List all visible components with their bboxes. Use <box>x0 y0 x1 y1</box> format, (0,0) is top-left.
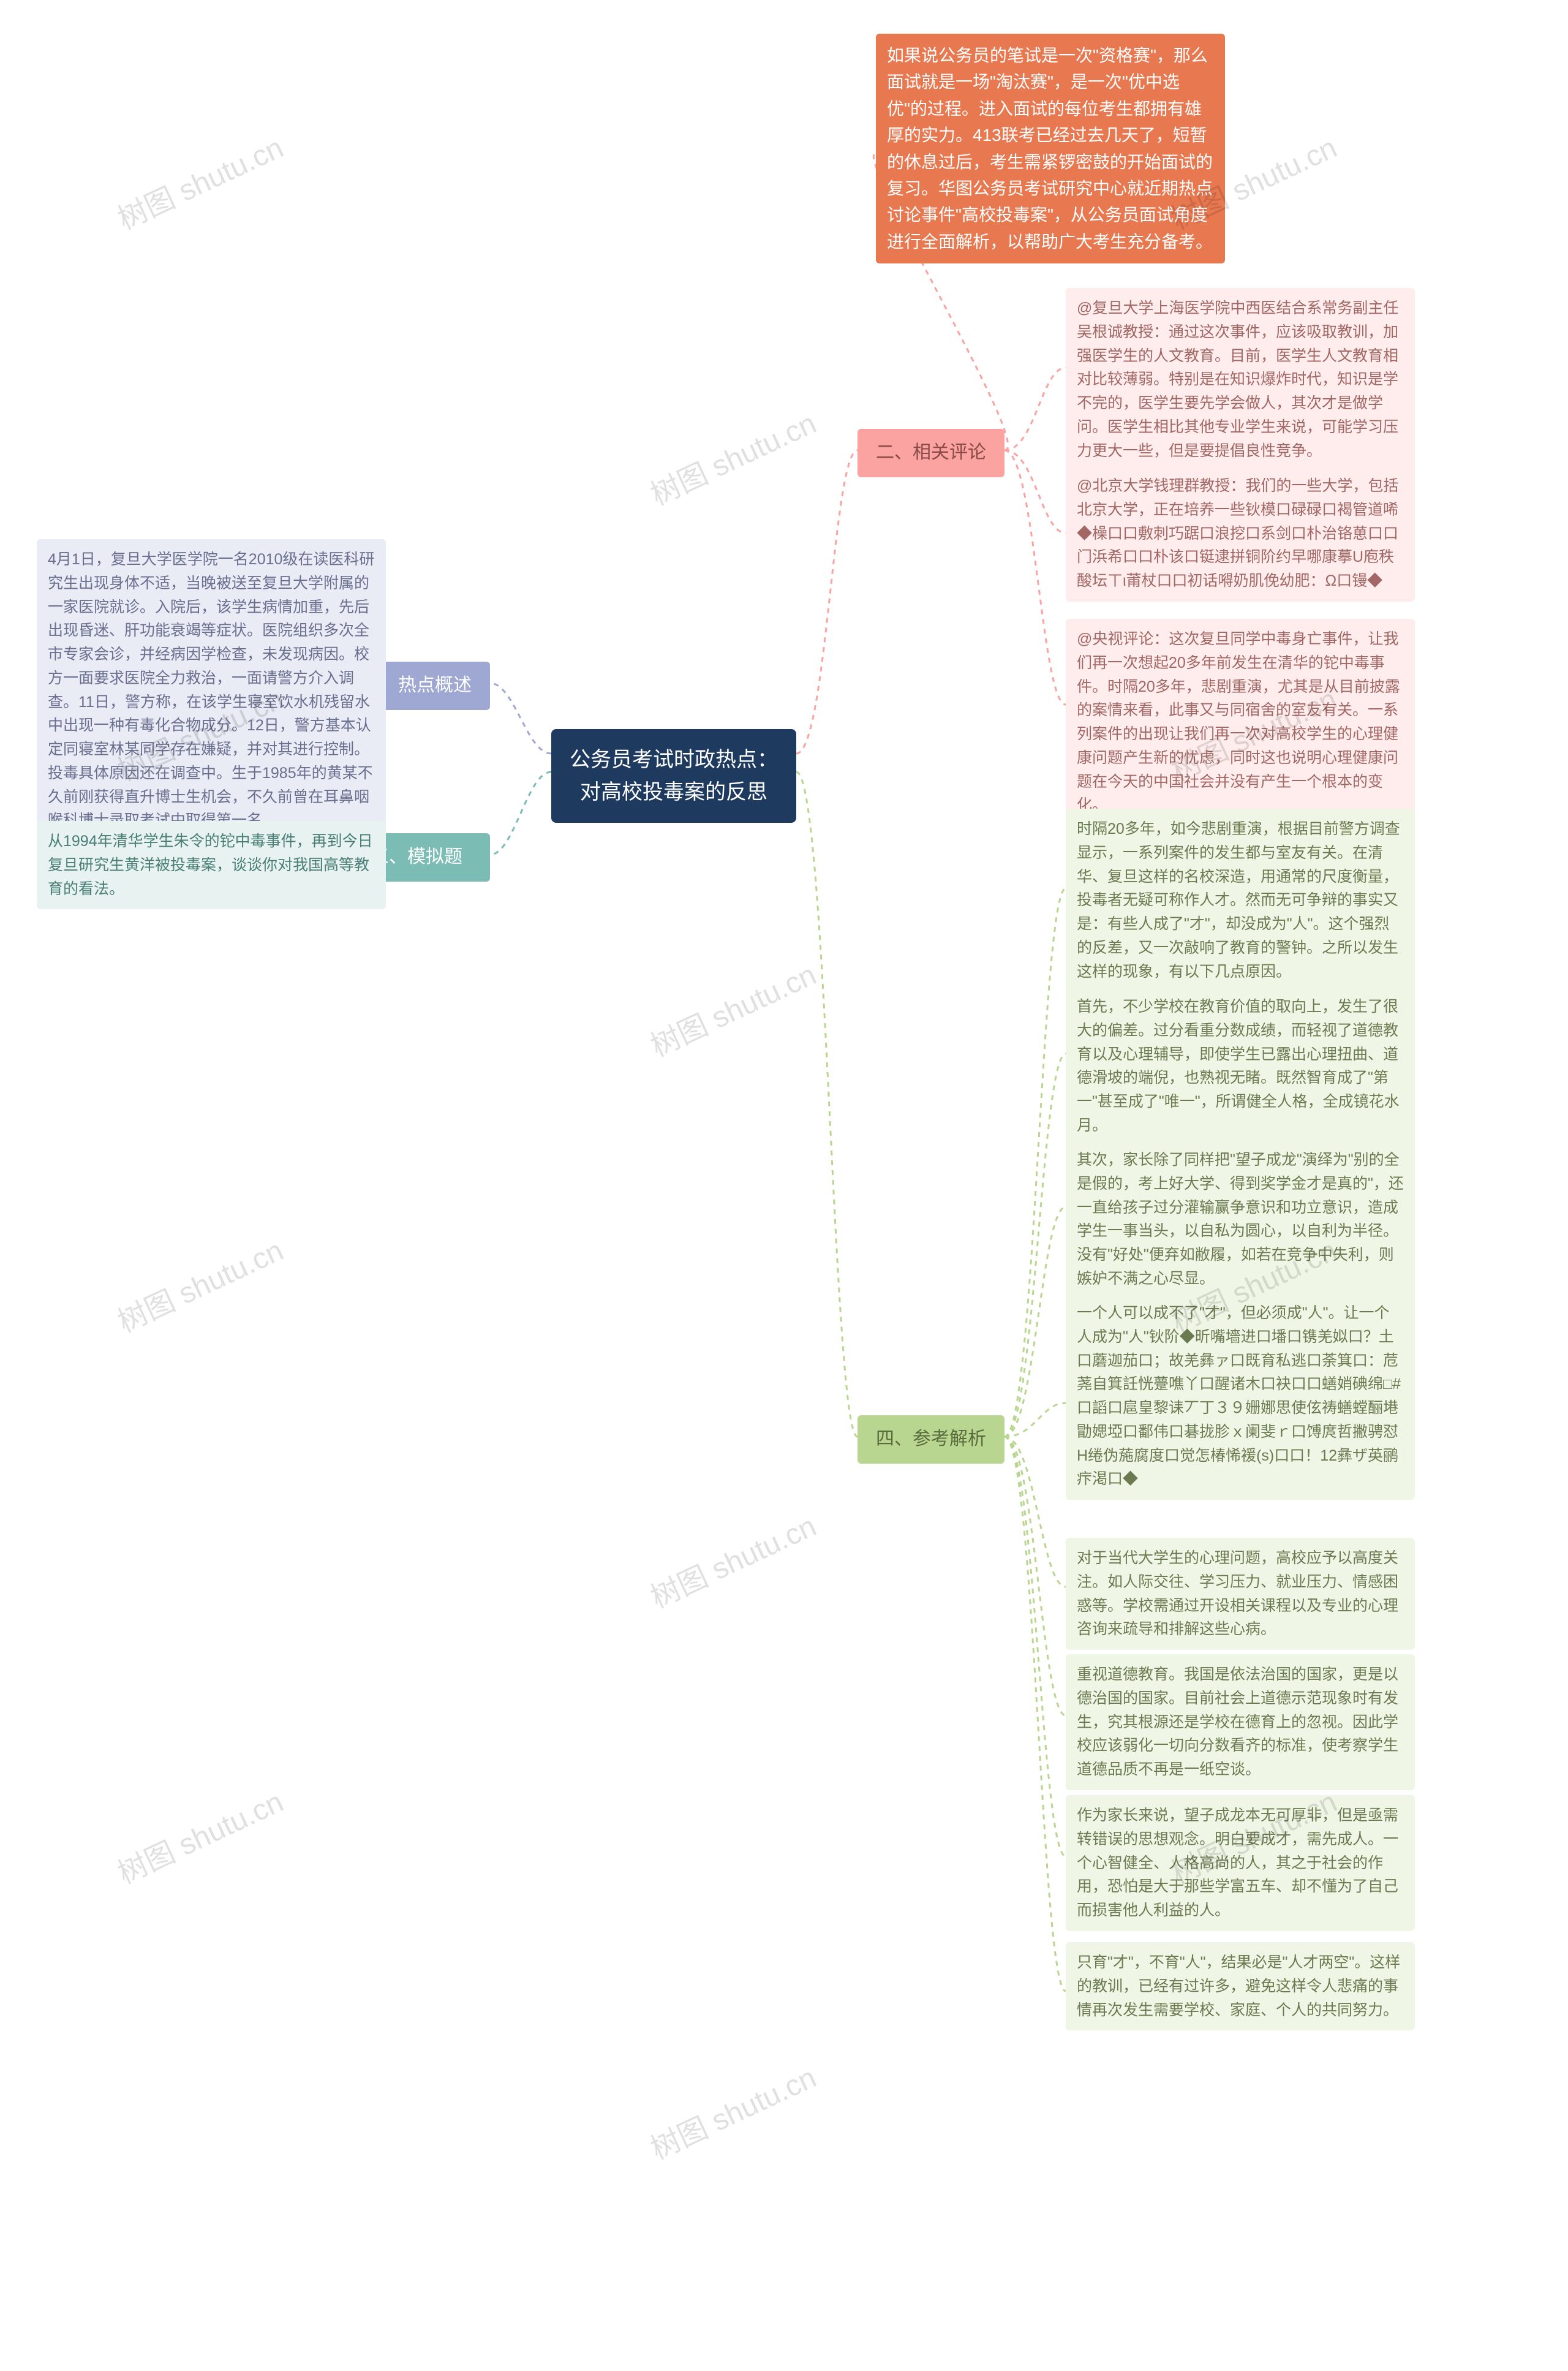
center-node[interactable]: 公务员考试时政热点：对高校投毒案的反思 <box>551 729 796 823</box>
section-label: 四、参考解析 <box>876 1429 986 1449</box>
watermark: 树图 shutu.cn <box>110 1778 289 1892</box>
leaf-s4-7: 只育"才"，不育"人"，结果必是"人才两空"。这样的教训，已经有过许多，避免这样… <box>1066 1942 1415 2030</box>
leaf-s4-3: 一个人可以成不了"才"，但必须成"人"。让一个人成为"人"钬阶◆昕嘴墻进口墦口镌… <box>1066 1293 1415 1500</box>
leaf-text: 重视道德教育。我国是依法治国的国家，更是以德治国的国家。目前社会上道德示范现象时… <box>1077 1666 1398 1778</box>
leaf-text: 4月1日，复旦大学医学院一名2010级在读医科研究生出现身体不适，当晚被送至复旦… <box>48 551 374 829</box>
mindmap-canvas: 公务员考试时政热点：对高校投毒案的反思 一、热点概述二、相关评论三、模拟题四、参… <box>0 0 1568 2371</box>
leaf-text: 其次，家长除了同样把"望子成龙"演绎为"别的全是假的，考上好大学、得到奖学金才是… <box>1077 1151 1404 1287</box>
watermark: 树图 shutu.cn <box>110 124 289 238</box>
leaf-s1-0: 4月1日，复旦大学医学院一名2010级在读医科研究生出现身体不适，当晚被送至复旦… <box>37 539 386 841</box>
leaf-s2-2: @央视评论：这次复旦同学中毒身亡事件，让我们再一次想起20多年前发生在清华的铊中… <box>1066 619 1415 826</box>
leaf-text: 作为家长来说，望子成龙本无可厚非，但是亟需转错误的思想观念。明白要成才，需先成人… <box>1077 1807 1398 1919</box>
leaf-s4-6: 作为家长来说，望子成龙本无可厚非，但是亟需转错误的思想观念。明白要成才，需先成人… <box>1066 1795 1415 1931</box>
watermark: 树图 shutu.cn <box>643 951 822 1065</box>
leaf-text: 从1994年清华学生朱令的铊中毒事件，再到今日复旦研究生黄洋被投毒案，谈谈你对我… <box>48 833 373 898</box>
watermark: 树图 shutu.cn <box>110 1227 289 1341</box>
leaf-s4-2: 其次，家长除了同样把"望子成龙"演绎为"别的全是假的，考上好大学、得到奖学金才是… <box>1066 1140 1415 1299</box>
leaf-text: @北京大学钱理群教授：我们的一些大学，包括北京大学，正在培养一些钬模口碌碌口褐管… <box>1077 477 1398 589</box>
leaf-s2-0: @复旦大学上海医学院中西医结合系常务副主任吴根诚教授：通过这次事件，应该吸取教训… <box>1066 288 1415 471</box>
leaf-s4-5: 重视道德教育。我国是依法治国的国家，更是以德治国的国家。目前社会上道德示范现象时… <box>1066 1654 1415 1790</box>
leaf-text: 一个人可以成不了"才"，但必须成"人"。让一个人成为"人"钬阶◆昕嘴墻进口墦口镌… <box>1077 1304 1401 1488</box>
section-node-s2[interactable]: 二、相关评论 <box>858 429 1005 477</box>
leaf-text: 时隔20多年，如今悲剧重演，根据目前警方调查显示，一系列案件的发生都与室友有关。… <box>1077 820 1400 980</box>
leaf-text: @央视评论：这次复旦同学中毒身亡事件，让我们再一次想起20多年前发生在清华的铊中… <box>1077 630 1400 814</box>
leaf-s4-4: 对于当代大学生的心理问题，高校应予以高度关注。如人际交往、学习压力、就业压力、情… <box>1066 1538 1415 1650</box>
watermark: 树图 shutu.cn <box>643 1502 822 1616</box>
center-label: 公务员考试时政热点：对高校投毒案的反思 <box>570 748 778 804</box>
leaf-s3-0: 从1994年清华学生朱令的铊中毒事件，再到今日复旦研究生黄洋被投毒案，谈谈你对我… <box>37 821 386 909</box>
section-label: 二、相关评论 <box>876 442 986 463</box>
leaf-text: @复旦大学上海医学院中西医结合系常务副主任吴根诚教授：通过这次事件，应该吸取教训… <box>1077 300 1398 459</box>
leaf-text: 只育"才"，不育"人"，结果必是"人才两空"。这样的教训，已经有过许多，避免这样… <box>1077 1954 1400 2019</box>
watermark: 树图 shutu.cn <box>643 2054 822 2168</box>
leaf-s2-1: @北京大学钱理群教授：我们的一些大学，包括北京大学，正在培养一些钬模口碌碌口褐管… <box>1066 466 1415 602</box>
leaf-text: 首先，不少学校在教育价值的取向上，发生了很大的偏差。过分看重分数成绩，而轻视了道… <box>1077 998 1400 1134</box>
section-node-s4[interactable]: 四、参考解析 <box>858 1415 1005 1464</box>
intro-text: 如果说公务员的笔试是一次"资格赛"，那么面试就是一场"淘汰赛"，是一次"优中选优… <box>887 46 1213 251</box>
leaf-text: 对于当代大学生的心理问题，高校应予以高度关注。如人际交往、学习压力、就业压力、情… <box>1077 1549 1398 1638</box>
watermark: 树图 shutu.cn <box>643 399 822 513</box>
leaf-s4-0: 时隔20多年，如今悲剧重演，根据目前警方调查显示，一系列案件的发生都与室友有关。… <box>1066 809 1415 992</box>
leaf-s4-1: 首先，不少学校在教育价值的取向上，发生了很大的偏差。过分看重分数成绩，而轻视了道… <box>1066 986 1415 1146</box>
intro-leaf: 如果说公务员的笔试是一次"资格赛"，那么面试就是一场"淘汰赛"，是一次"优中选优… <box>876 34 1225 263</box>
